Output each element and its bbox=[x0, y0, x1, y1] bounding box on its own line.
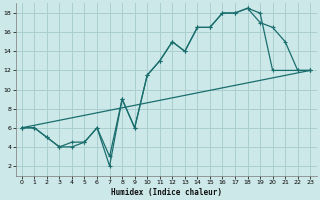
X-axis label: Humidex (Indice chaleur): Humidex (Indice chaleur) bbox=[110, 188, 221, 197]
